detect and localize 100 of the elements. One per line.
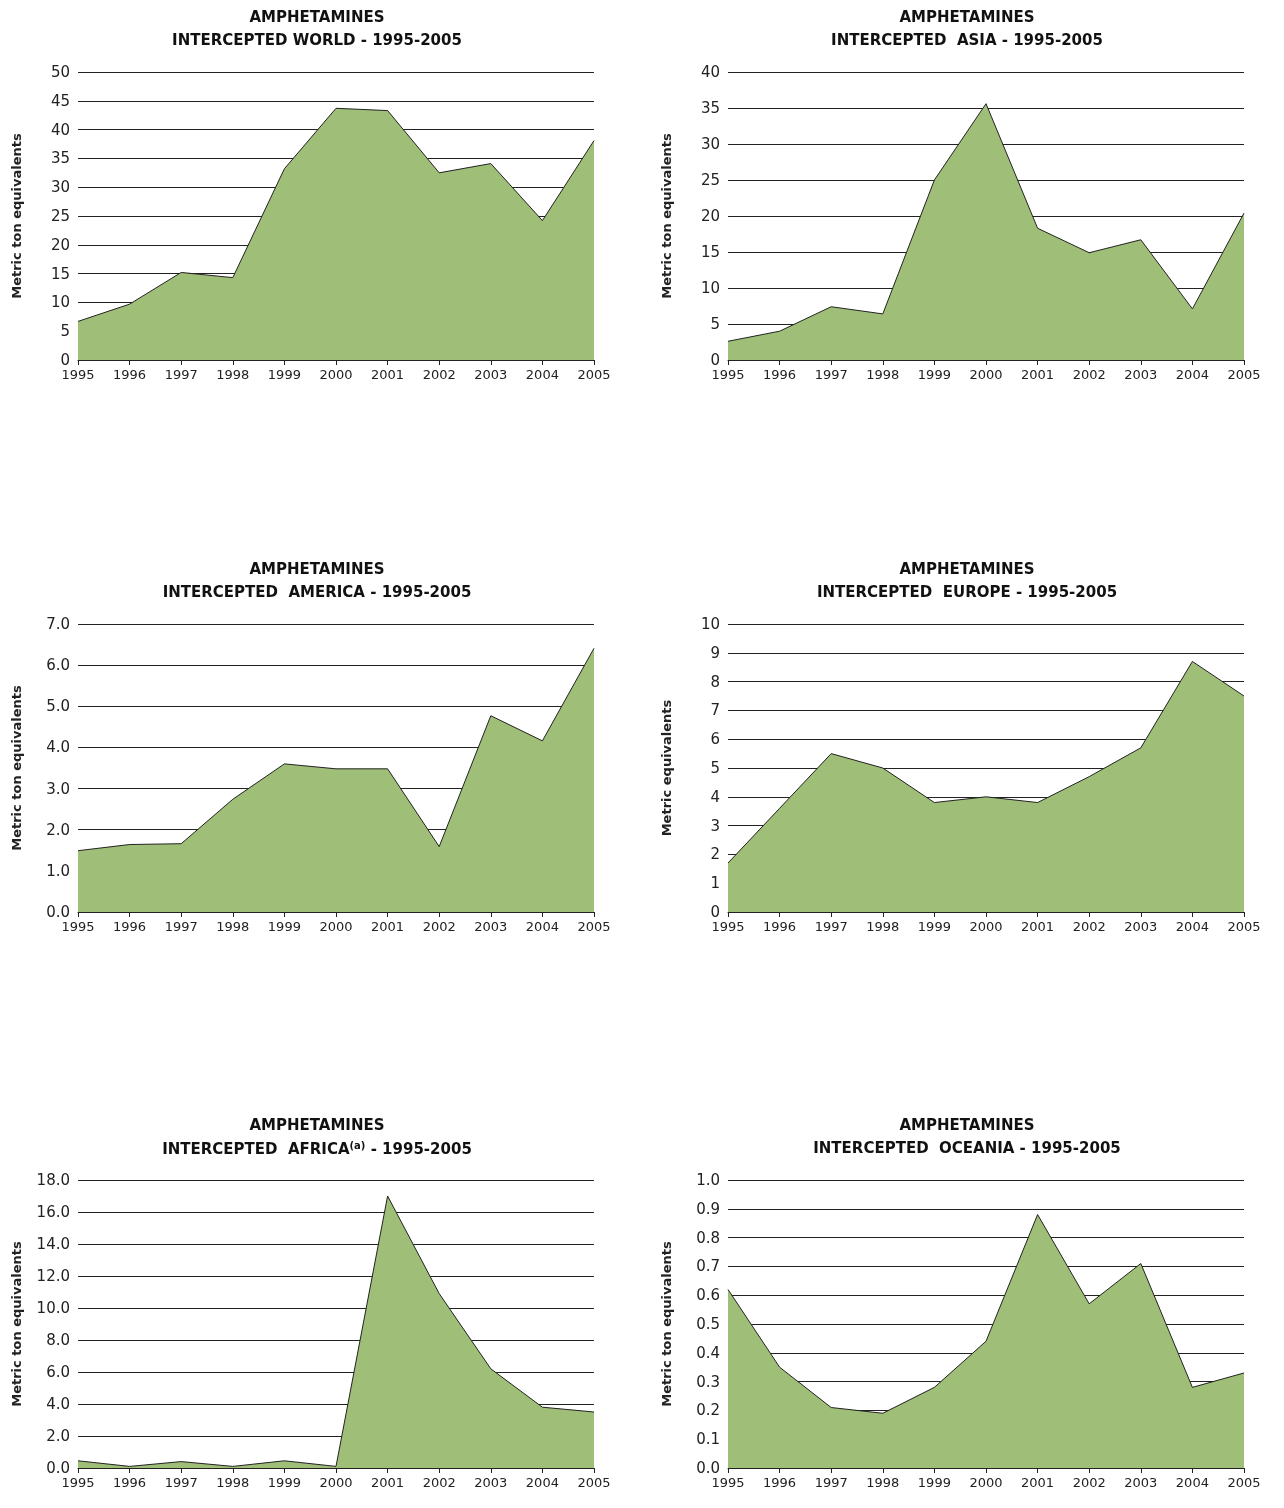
y-tick-label: 40 — [50, 120, 70, 139]
y-tick-label: 10 — [50, 293, 70, 312]
y-tick-label: 5 — [60, 322, 70, 341]
x-tick-label: 1999 — [267, 367, 301, 382]
y-tick-label: 5 — [710, 315, 720, 333]
x-tick-label: 1995 — [711, 919, 745, 934]
x-tick-label: 1996 — [113, 1475, 147, 1490]
y-tick-label: 0.5 — [696, 1315, 720, 1333]
y-tick-label: 35 — [50, 149, 70, 168]
y-tick-label: 0.8 — [696, 1228, 720, 1247]
y-tick-label: 1.0 — [696, 1171, 720, 1189]
y-axis-title: Metric equivalents — [659, 699, 674, 837]
chart-title: AMPHETAMINES — [899, 7, 1035, 26]
x-tick-label: 2001 — [371, 1475, 405, 1490]
x-tick-label: 2001 — [1021, 919, 1055, 934]
x-tick-label: 2003 — [1124, 367, 1158, 382]
y-axis-title: Metric ton equivalents — [659, 132, 674, 299]
chart-title: AMPHETAMINES — [899, 1115, 1035, 1134]
y-tick-label: 7.0 — [46, 615, 70, 633]
chart-subtitle: INTERCEPTED EUROPE - 1995-2005 — [816, 582, 1118, 601]
x-tick-label: 2003 — [474, 1475, 508, 1490]
y-tick-label: 3 — [710, 816, 720, 835]
x-tick-label: 2002 — [1072, 1475, 1106, 1490]
y-tick-label: 6.0 — [46, 1363, 70, 1381]
y-tick-label: 0.3 — [696, 1372, 720, 1391]
x-tick-label: 2005 — [1227, 919, 1261, 934]
y-tick-label: 0 — [710, 903, 720, 921]
x-tick-label: 2003 — [1124, 1475, 1158, 1490]
chart-subtitle: INTERCEPTED AMERICA - 1995-2005 — [162, 582, 472, 601]
x-tick-label: 2002 — [422, 367, 456, 382]
x-tick-label: 2002 — [422, 1475, 456, 1490]
x-tick-label: 1996 — [113, 367, 147, 382]
chart-title: AMPHETAMINES — [249, 1115, 385, 1134]
x-tick-label: 1999 — [267, 1475, 301, 1490]
y-tick-label: 9 — [710, 643, 720, 662]
x-tick-label: 2004 — [1175, 919, 1209, 934]
x-tick-label: 1999 — [917, 367, 951, 382]
x-tick-label: 2000 — [319, 919, 353, 934]
x-tick-label: 2004 — [525, 367, 559, 382]
y-tick-label: 25 — [700, 171, 720, 189]
x-tick-label: 1997 — [814, 367, 848, 382]
y-tick-label: 4.0 — [46, 738, 70, 757]
x-tick-label: 2000 — [969, 1475, 1003, 1490]
x-tick-label: 1995 — [711, 367, 745, 382]
x-tick-label: 1998 — [216, 1475, 250, 1490]
x-tick-label: 1995 — [61, 367, 95, 382]
chart-subtitle: INTERCEPTED ASIA - 1995-2005 — [831, 30, 1103, 49]
y-tick-label: 10 — [700, 615, 720, 633]
x-tick-label: 1995 — [711, 1475, 745, 1490]
y-tick-label: 6.0 — [46, 656, 70, 675]
y-tick-label: 0.1 — [696, 1430, 720, 1449]
x-tick-label: 1998 — [216, 367, 250, 382]
y-tick-label: 14.0 — [36, 1235, 70, 1253]
x-tick-label: 1996 — [763, 1475, 797, 1490]
y-tick-label: 25 — [50, 207, 70, 225]
y-tick-label: 10.0 — [36, 1299, 70, 1317]
x-tick-label: 1997 — [814, 919, 848, 934]
x-tick-label: 2004 — [1175, 1475, 1209, 1490]
x-tick-label: 2005 — [1227, 1475, 1261, 1490]
y-axis-title: Metric ton equivalents — [9, 684, 24, 851]
y-tick-label: 15 — [50, 264, 70, 283]
y-tick-label: 20 — [50, 235, 70, 254]
y-tick-label: 20 — [700, 207, 720, 225]
x-tick-label: 2000 — [319, 367, 353, 382]
y-tick-label: 0.7 — [696, 1257, 720, 1276]
x-tick-label: 2002 — [1072, 367, 1106, 382]
y-tick-label: 3.0 — [46, 779, 70, 798]
x-tick-label: 2003 — [474, 367, 508, 382]
x-tick-label: 2001 — [1021, 367, 1055, 382]
y-tick-label: 16.0 — [36, 1203, 70, 1221]
y-tick-label: 12.0 — [36, 1267, 70, 1285]
y-tick-label: 0.0 — [46, 1459, 70, 1477]
x-tick-label: 2000 — [969, 919, 1003, 934]
y-tick-label: 18.0 — [36, 1171, 70, 1189]
x-tick-label: 2004 — [1175, 367, 1209, 382]
y-tick-label: 0.4 — [696, 1343, 720, 1362]
x-tick-label: 2004 — [525, 919, 559, 934]
y-tick-label: 30 — [50, 178, 70, 197]
y-tick-label: 5 — [710, 759, 720, 777]
x-tick-label: 1996 — [763, 367, 797, 382]
y-tick-label: 7 — [710, 701, 720, 720]
x-tick-label: 2001 — [371, 367, 405, 382]
x-tick-label: 1998 — [866, 367, 900, 382]
y-tick-label: 5.0 — [46, 697, 70, 716]
y-tick-label: 30 — [700, 135, 720, 153]
y-tick-label: 15 — [700, 243, 720, 261]
x-tick-label: 2003 — [1124, 919, 1158, 934]
x-tick-label: 2005 — [577, 919, 611, 934]
x-tick-label: 2001 — [371, 919, 405, 934]
x-tick-label: 2002 — [1072, 919, 1106, 934]
chart-title: AMPHETAMINES — [899, 559, 1035, 578]
x-tick-label: 1999 — [917, 1475, 951, 1490]
y-tick-label: 0.6 — [696, 1286, 720, 1305]
y-tick-label: 0 — [60, 351, 70, 369]
y-tick-label: 0.0 — [696, 1459, 720, 1477]
x-tick-label: 1999 — [917, 919, 951, 934]
x-tick-label: 1995 — [61, 1475, 95, 1490]
y-tick-label: 0.0 — [46, 903, 70, 921]
y-tick-label: 35 — [700, 99, 720, 117]
y-tick-label: 2.0 — [46, 820, 70, 839]
